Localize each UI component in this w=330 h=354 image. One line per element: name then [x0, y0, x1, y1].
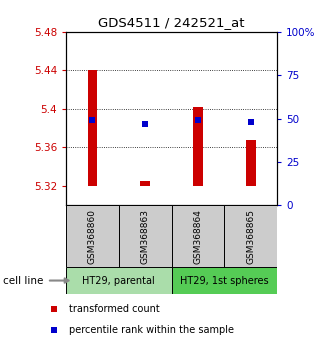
Bar: [66, 267, 172, 294]
Text: GSM368865: GSM368865: [246, 209, 255, 264]
Text: GSM368864: GSM368864: [193, 209, 203, 264]
Text: GSM368860: GSM368860: [88, 209, 97, 264]
Title: GDS4511 / 242521_at: GDS4511 / 242521_at: [98, 16, 245, 29]
Bar: [246, 140, 255, 186]
Text: HT29, 1st spheres: HT29, 1st spheres: [180, 275, 269, 286]
Text: cell line: cell line: [3, 275, 44, 286]
Bar: [172, 205, 224, 267]
Text: transformed count: transformed count: [69, 304, 160, 314]
Bar: [119, 205, 172, 267]
Bar: [172, 267, 277, 294]
Bar: [88, 70, 97, 186]
Bar: [224, 205, 277, 267]
Bar: [193, 107, 203, 186]
Text: HT29, parental: HT29, parental: [82, 275, 155, 286]
Text: percentile rank within the sample: percentile rank within the sample: [69, 325, 234, 336]
Bar: [141, 181, 150, 186]
Text: GSM368863: GSM368863: [141, 209, 150, 264]
Bar: [66, 205, 119, 267]
